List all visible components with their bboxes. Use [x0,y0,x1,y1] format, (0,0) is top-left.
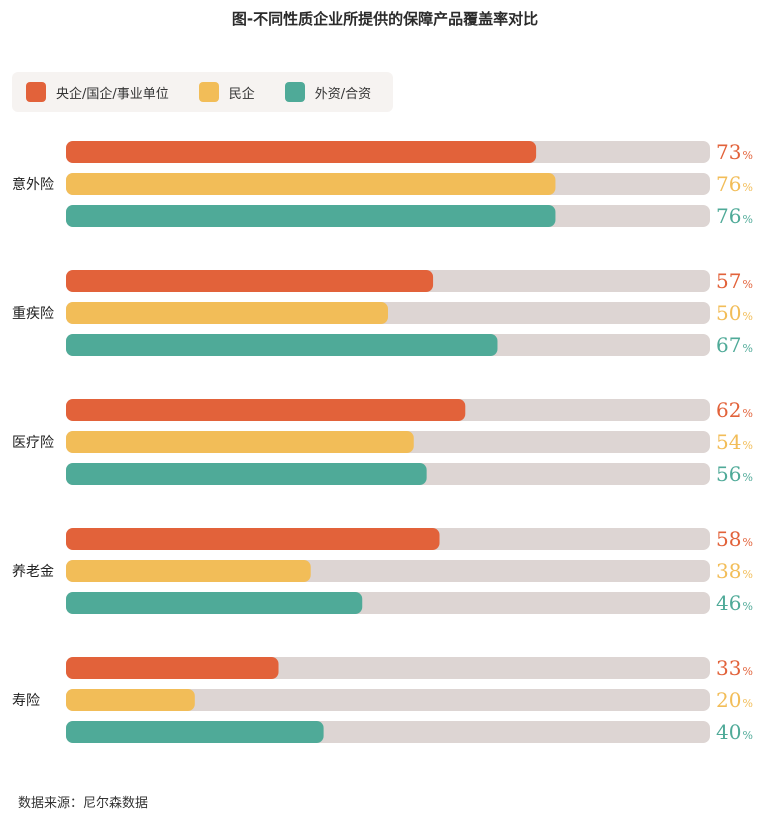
category-label: 医疗险 [12,435,54,451]
category-group: 意外险 73% 76% 76% [12,140,753,228]
bar [66,689,195,711]
legend-label-foreign: 外资/合资 [314,86,372,102]
chart-title: 图-不同性质企业所提供的保障产品覆盖率对比 [231,10,539,28]
bar [66,141,537,163]
bar [66,431,414,453]
value-label: 57% [716,269,753,293]
value-label: 38% [716,559,753,583]
value-label: 56% [716,462,753,486]
category-label: 养老金 [12,564,54,580]
bar [66,334,498,356]
source-note: 数据来源：尼尔森数据 [18,796,149,811]
bar [66,173,556,195]
bar [66,302,388,324]
bar [66,592,363,614]
legend-item-foreign: 外资/合资 [284,82,372,102]
category-label: 重疾险 [12,306,54,322]
value-label: 33% [716,656,753,680]
bar [66,270,434,292]
bar [66,528,440,550]
value-label: 62% [716,398,753,422]
legend-swatch-soe [26,82,46,102]
value-label: 76% [716,204,753,228]
value-label: 67% [716,333,753,357]
bar [66,657,279,679]
legend-swatch-private [198,82,219,102]
value-label: 73% [716,140,753,164]
value-label: 46% [716,591,753,615]
legend-label-private: 民企 [228,86,255,102]
value-label: 76% [716,172,753,196]
category-group: 寿险 33% 20% 40% [12,656,753,744]
bar [66,205,556,227]
category-label: 意外险 [12,176,54,193]
bar-track [66,689,710,711]
value-label: 20% [716,688,753,712]
value-label: 40% [716,720,753,744]
category-group: 重疾险 57% 50% 67% [12,269,753,357]
bar [66,560,311,582]
value-label: 54% [716,430,753,454]
category-group: 医疗险 62% 54% 56% [12,398,753,486]
bar [66,399,466,421]
legend-label-soe: 央企/国企/事业单位 [56,86,169,102]
category-group: 养老金 58% 38% 46% [12,527,753,615]
category-label: 寿险 [12,692,40,709]
legend-item-private: 民企 [198,82,255,102]
bar [66,721,324,743]
legend-swatch-foreign [284,82,305,102]
legend: 央企/国企/事业单位 民企 外资/合资 [12,72,393,112]
bar [66,463,427,485]
value-label: 50% [716,301,753,325]
value-label: 58% [716,527,753,551]
legend-item-soe: 央企/国企/事业单位 [26,82,169,102]
